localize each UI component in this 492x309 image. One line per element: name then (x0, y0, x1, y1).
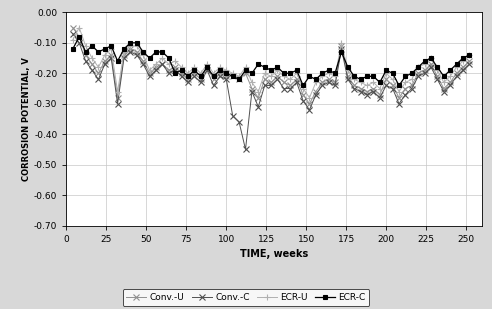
ECR-C (460, 56, 466, 60)
Conv.-C (243, 148, 248, 151)
ECR-U (275, 68, 280, 72)
Conv.-C (460, 68, 466, 72)
ECR-U (185, 71, 191, 75)
Conv.-C (179, 74, 184, 78)
Conv.-C (275, 78, 280, 81)
Conv.-U (351, 84, 357, 87)
Conv.-U (307, 102, 312, 106)
ECR-U (198, 71, 204, 75)
Y-axis label: CORROSION POTENTIAL, V: CORROSION POTENTIAL, V (22, 57, 31, 181)
ECR-C (185, 74, 191, 78)
Conv.-C (466, 62, 472, 66)
Conv.-U (268, 81, 274, 84)
Conv.-U (466, 59, 472, 63)
Legend: Conv.-U, Conv.-C, ECR-U, ECR-C: Conv.-U, Conv.-C, ECR-U, ECR-C (123, 290, 369, 306)
ECR-U (460, 59, 466, 63)
ECR-C (76, 35, 82, 39)
Line: ECR-U: ECR-U (69, 24, 473, 101)
Conv.-U (255, 96, 261, 99)
ECR-C (300, 84, 306, 87)
Conv.-U (460, 65, 466, 69)
ECR-C (70, 47, 76, 51)
Line: ECR-C: ECR-C (70, 34, 472, 88)
Conv.-U (179, 71, 184, 75)
ECR-C (275, 65, 280, 69)
ECR-C (262, 65, 268, 69)
ECR-C (358, 78, 364, 81)
ECR-U (70, 38, 76, 42)
Conv.-C (191, 74, 197, 78)
Conv.-C (262, 84, 268, 87)
Conv.-C (70, 32, 76, 36)
ECR-U (358, 81, 364, 84)
ECR-U (466, 53, 472, 57)
Line: Conv.-U: Conv.-U (70, 25, 472, 107)
ECR-C (198, 74, 204, 78)
ECR-C (466, 53, 472, 57)
ECR-U (307, 96, 312, 99)
Conv.-U (70, 26, 76, 29)
Line: Conv.-C: Conv.-C (70, 31, 472, 152)
Conv.-C (351, 87, 357, 90)
X-axis label: TIME, weeks: TIME, weeks (240, 249, 308, 259)
Conv.-U (191, 71, 197, 75)
ECR-U (76, 26, 82, 29)
ECR-U (262, 71, 268, 75)
